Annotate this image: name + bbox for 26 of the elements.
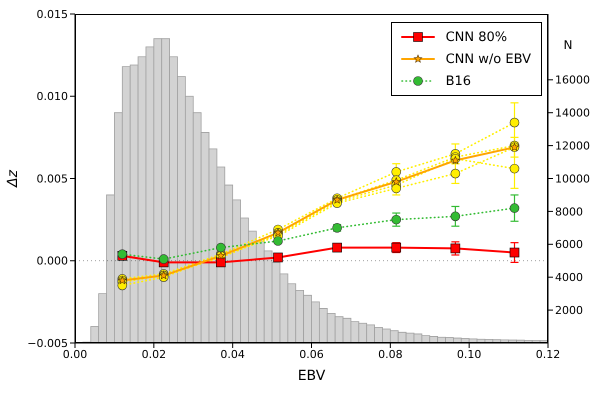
y-axis-title: Δz [4,169,21,188]
legend-label: CNN 80% [446,30,508,44]
y2-axis-title: N [564,38,572,52]
y2-tick-label: 6000 [555,238,583,252]
y-tick-label: 0.005 [36,172,68,186]
y2-tick-label: 12000 [555,140,590,153]
y-tick-label: −0.005 [27,336,68,350]
x-tick-label: 0.10 [456,348,482,361]
x-tick-label: 0.06 [299,348,324,361]
y2-tick-label: 14000 [555,106,590,120]
y2-tick-label: 4000 [555,271,583,284]
x-tick-label: 0.02 [142,348,166,361]
legend-label: CNN w/o EBV [446,52,531,66]
legend-label: B16 [446,74,472,88]
y2-tick-label: 2000 [555,304,583,318]
y2-tick-label: 8000 [555,205,583,218]
x-tick-label: 0.12 [536,348,560,361]
y2-tick-label: 10000 [555,172,590,186]
y-tick-label: 0.015 [36,8,68,21]
y-tick-label: 0.000 [36,254,68,268]
y-tick-label: 0.010 [36,90,68,104]
y2-tick-label: 16000 [555,74,590,87]
x-tick-label: 0.00 [62,348,88,361]
x-axis-title: EBV [298,368,326,384]
x-tick-label: 0.08 [378,348,403,361]
x-tick-label: 0.04 [220,348,245,361]
